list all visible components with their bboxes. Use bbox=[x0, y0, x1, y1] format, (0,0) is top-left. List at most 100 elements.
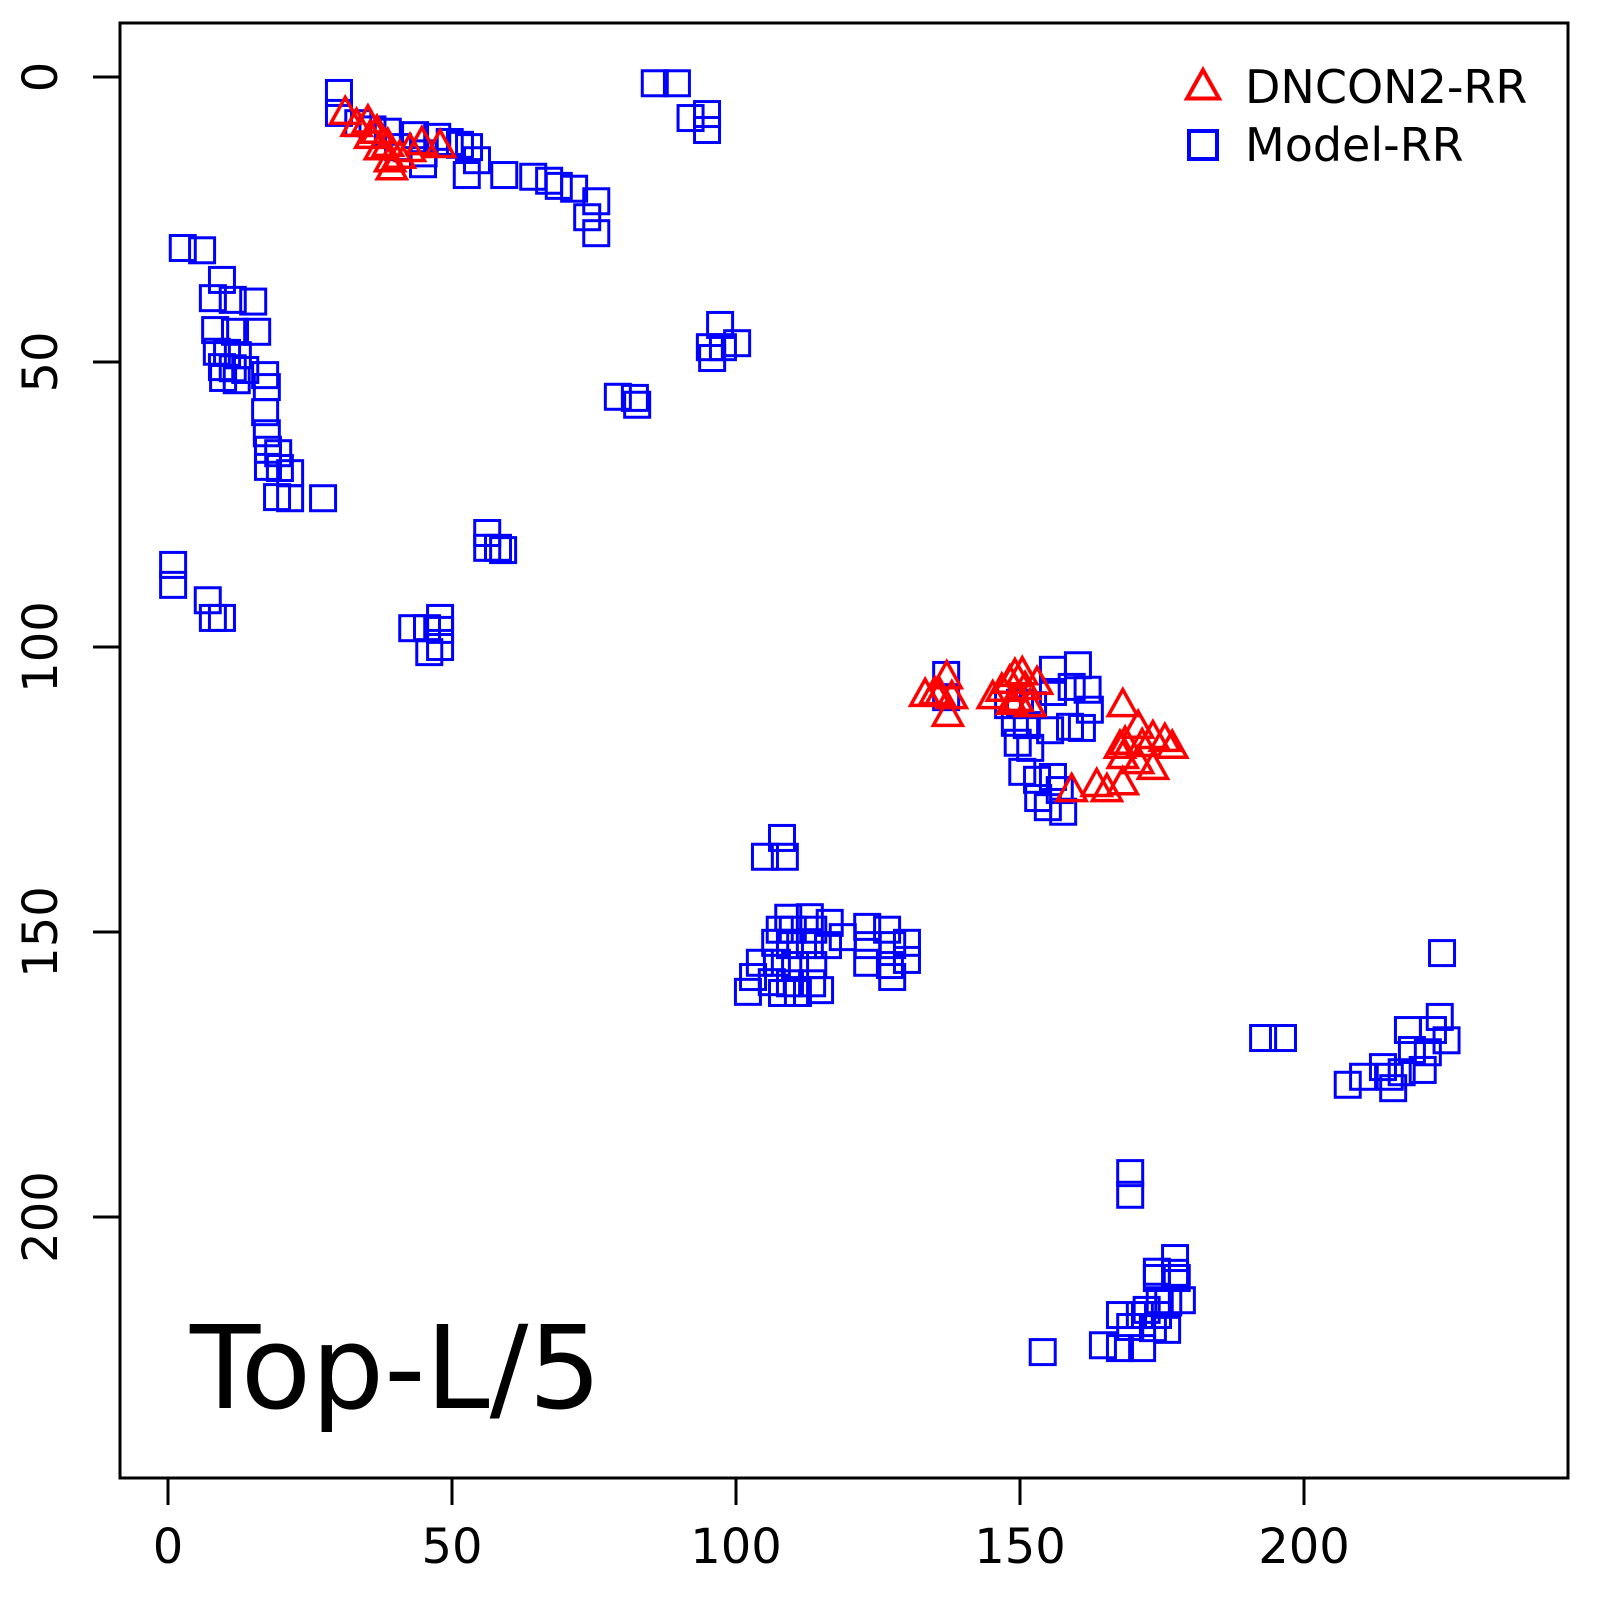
model-rr-point bbox=[623, 390, 652, 419]
plot-border bbox=[118, 21, 1570, 1480]
dncon2-rr-point bbox=[327, 93, 363, 126]
model-rr-point bbox=[733, 977, 762, 1006]
model-rr-point bbox=[603, 382, 632, 411]
model-rr-point bbox=[1397, 1035, 1426, 1064]
dncon2-rr-point bbox=[1120, 743, 1156, 775]
model-rr-point bbox=[188, 236, 217, 265]
dncon2-rr-point bbox=[934, 678, 970, 710]
model-rr-point bbox=[1116, 1159, 1145, 1188]
model-rr-point bbox=[693, 100, 722, 129]
x-tick-label: 100 bbox=[690, 1519, 782, 1575]
x-tick-label: 50 bbox=[421, 1519, 482, 1575]
dncon2-rr-point bbox=[392, 130, 428, 163]
model-rr-point bbox=[708, 333, 737, 362]
y-tick-label: 0 bbox=[13, 62, 69, 93]
model-rr-point bbox=[1379, 1074, 1408, 1103]
model-rr-point bbox=[415, 638, 444, 667]
model-rr-square-icon bbox=[1187, 129, 1219, 161]
model-rr-point bbox=[750, 842, 779, 871]
model-rr-point bbox=[207, 265, 236, 294]
model-rr-point bbox=[193, 586, 222, 615]
model-rr-point bbox=[706, 310, 735, 339]
model-rr-point bbox=[640, 69, 669, 98]
legend-label-model: Model-RR bbox=[1245, 118, 1464, 172]
model-rr-point bbox=[426, 615, 455, 644]
model-rr-point bbox=[1128, 1334, 1157, 1363]
model-rr-point bbox=[398, 614, 427, 643]
dncon2-rr-point bbox=[1154, 727, 1190, 759]
model-rr-point bbox=[798, 969, 827, 998]
model-rr-point bbox=[198, 284, 227, 313]
model-rr-point bbox=[1073, 675, 1102, 704]
dncon2-rr-triangle-icon bbox=[1183, 65, 1223, 101]
dncon2-rr-point bbox=[1089, 770, 1125, 803]
model-rr-point bbox=[1428, 939, 1457, 968]
dncon2-rr-point bbox=[1019, 663, 1055, 696]
model-rr-point bbox=[1008, 757, 1037, 786]
model-rr-point bbox=[324, 98, 353, 127]
model-rr-point bbox=[159, 570, 188, 599]
model-rr-point bbox=[582, 219, 611, 248]
dncon2-rr-point bbox=[1135, 748, 1171, 781]
model-rr-point bbox=[276, 484, 305, 513]
model-rr-point bbox=[1057, 672, 1086, 701]
dncon2-rr-point bbox=[339, 105, 375, 138]
model-rr-point bbox=[814, 931, 843, 960]
model-rr-point bbox=[265, 454, 294, 483]
model-rr-point bbox=[489, 536, 518, 565]
dncon2-rr-point bbox=[362, 129, 398, 161]
dncon2-rr-point bbox=[1147, 720, 1183, 753]
model-rr-point bbox=[435, 127, 464, 156]
model-rr-point bbox=[853, 912, 882, 941]
model-rr-point bbox=[207, 603, 236, 632]
model-rr-point bbox=[473, 519, 502, 547]
model-rr-point bbox=[1161, 1258, 1190, 1287]
model-rr-point bbox=[490, 161, 519, 190]
x-tick-label: 0 bbox=[153, 1519, 184, 1575]
model-rr-point bbox=[1036, 716, 1065, 745]
model-rr-point bbox=[231, 355, 260, 384]
dncon2-rr-point bbox=[994, 683, 1030, 716]
y-tick-label: 200 bbox=[13, 1171, 69, 1263]
model-rr-point bbox=[1153, 1315, 1182, 1344]
model-rr-point bbox=[1116, 1180, 1145, 1209]
y-tick-label: 150 bbox=[13, 886, 69, 978]
model-rr-point bbox=[770, 842, 799, 871]
dncon2-rr-point bbox=[1054, 770, 1090, 803]
model-rr-point bbox=[1268, 1024, 1297, 1053]
model-rr-point bbox=[573, 203, 602, 232]
y-axis: 0 50 100 150 200 bbox=[13, 62, 120, 1263]
model-rr-point bbox=[662, 69, 691, 98]
dncon2-rr-point bbox=[404, 124, 440, 156]
model-rr-point bbox=[1088, 1331, 1117, 1360]
model-rr-point bbox=[892, 945, 921, 974]
dncon2-rr-point bbox=[1105, 686, 1141, 718]
dncon2-rr-point bbox=[975, 678, 1011, 710]
model-rr-point bbox=[452, 161, 481, 190]
dncon2-rr-point bbox=[1105, 764, 1141, 796]
model-rr-point bbox=[783, 978, 812, 1007]
model-rr-point bbox=[243, 317, 272, 346]
x-axis: 0 50 100 150 200 bbox=[153, 1478, 1350, 1575]
model-rr-point bbox=[693, 116, 722, 145]
model-rr-point bbox=[544, 171, 573, 200]
model-rr-point bbox=[1167, 1286, 1196, 1315]
x-tick-label: 150 bbox=[974, 1519, 1066, 1575]
model-rr-point bbox=[806, 976, 835, 1005]
model-rr-point bbox=[795, 931, 824, 960]
model-rr-point bbox=[1105, 1334, 1134, 1363]
model-rr-point bbox=[698, 344, 727, 373]
model-rr-point bbox=[1033, 793, 1062, 822]
model-rr-point bbox=[739, 963, 768, 992]
model-rr-point bbox=[1028, 1338, 1057, 1367]
data-points bbox=[159, 69, 1461, 1367]
model-rr-point bbox=[1023, 765, 1052, 794]
y-tick-label: 50 bbox=[13, 331, 69, 392]
model-rr-point bbox=[484, 533, 513, 562]
x-tick-label: 200 bbox=[1258, 1519, 1350, 1575]
dncon2-rr-point bbox=[1107, 723, 1143, 756]
model-rr-point bbox=[239, 287, 268, 316]
model-rr-point bbox=[1368, 1053, 1397, 1082]
